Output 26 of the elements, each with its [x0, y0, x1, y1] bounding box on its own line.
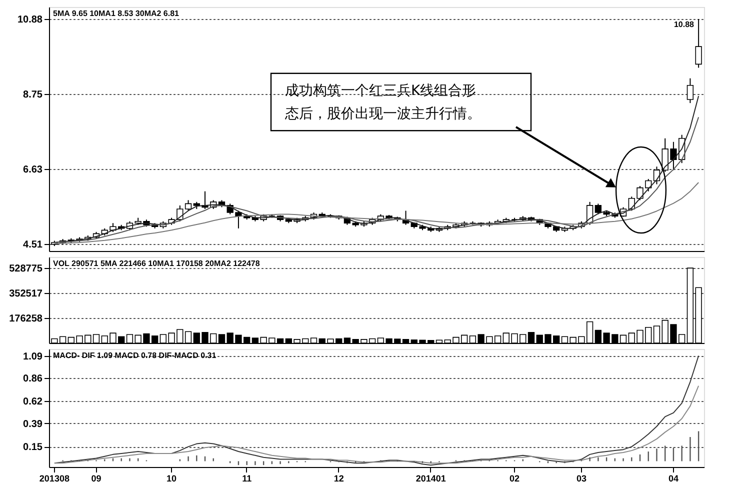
- y-tick-label: 528775: [9, 263, 43, 274]
- y-tick-label: 0.15: [23, 442, 43, 454]
- x-tick-label: 04: [668, 474, 678, 484]
- y-tick-label: 8.75: [23, 90, 43, 101]
- x-tick-label: 03: [576, 474, 586, 484]
- y-tick-label: 0.39: [23, 418, 43, 430]
- x-tick-label: 09: [91, 474, 102, 484]
- y-tick-label: 176258: [9, 313, 43, 324]
- y-tick-label: 0.86: [23, 374, 43, 385]
- annotation: 10.88: [674, 20, 695, 29]
- y-tick-label: 10.88: [17, 14, 43, 26]
- y-tick-label: 6.63: [23, 164, 43, 176]
- x-tick-label: 12: [334, 474, 344, 484]
- y-tick-label: 1.09: [23, 351, 43, 362]
- x-tick-label: 02: [510, 474, 520, 484]
- x-tick-label: 10: [166, 474, 177, 484]
- y-tick-label: 352517: [9, 288, 43, 300]
- y-tick-label: 4.51: [23, 239, 43, 250]
- annotation: 5MA 9.65 10MA1 8.53 30MA2 6.81: [53, 9, 180, 18]
- annotation: VOL 290571 5MA 221466 10MA1 170158 20MA2 122478: [53, 259, 260, 268]
- x-tick-label: 201401: [416, 474, 446, 484]
- annotation: MACD- DIF 1.09 MACD 0.78 DIF-MACD 0.31: [53, 351, 217, 360]
- x-tick-label: 201308: [39, 474, 70, 484]
- x-tick-label: 11: [242, 474, 252, 484]
- annotation: 成功构筑一个红三兵K线组合形态后，股价出现一波主升行情。: [284, 83, 481, 122]
- y-tick-label: 0.62: [23, 396, 43, 408]
